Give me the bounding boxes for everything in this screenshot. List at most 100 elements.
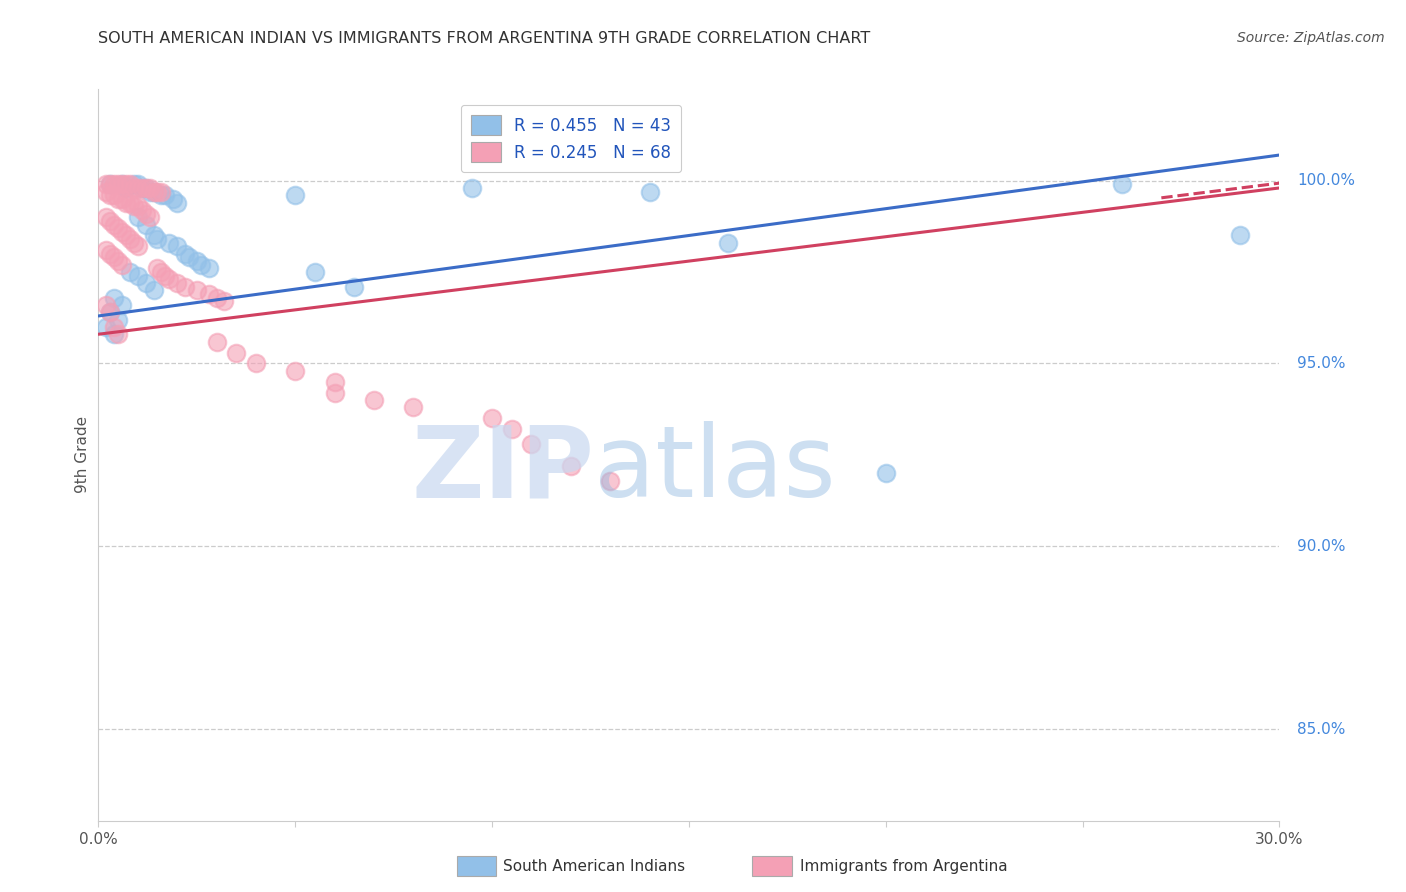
Point [135,276,157,290]
Point [1111,178,1133,192]
Point [304,265,326,279]
Text: Source: ZipAtlas.com: Source: ZipAtlas.com [1237,31,1385,45]
Point [127,239,149,253]
Point [146,261,169,276]
Point [127,199,149,213]
Point [284,188,307,202]
Point [103,218,125,232]
Point [96,211,118,225]
Text: atlas: atlas [595,421,837,518]
Point [150,265,173,279]
Point [135,181,157,195]
Point [343,279,366,293]
Point [98,188,121,202]
Point [177,251,200,265]
Point [107,221,129,235]
Point [150,188,173,202]
Text: Immigrants from Argentina: Immigrants from Argentina [800,859,1008,873]
Point [122,181,145,195]
Point [875,467,897,481]
Point [115,195,138,210]
Point [174,247,197,261]
Point [214,294,236,309]
Point [127,178,149,192]
Point [107,178,129,192]
Point [115,178,138,192]
Point [197,261,219,276]
Point [157,235,180,250]
Point [323,375,346,389]
Point [103,327,125,342]
Point [205,291,228,305]
Point [135,218,157,232]
Point [118,265,141,279]
Legend: R = 0.455   N = 43, R = 0.245   N = 68: R = 0.455 N = 43, R = 0.245 N = 68 [461,105,682,172]
Point [138,211,160,225]
Text: 85.0%: 85.0% [1298,722,1346,737]
Point [115,181,138,195]
Point [155,268,177,283]
Point [142,185,165,199]
Point [131,181,153,195]
Point [111,225,134,239]
Point [98,178,121,192]
Point [115,228,138,243]
Text: ZIP: ZIP [412,421,595,518]
Point [501,422,523,436]
Point [96,185,118,199]
Point [122,235,145,250]
Point [142,284,165,298]
Point [225,345,247,359]
Point [166,195,188,210]
Point [157,272,180,286]
Point [197,287,219,301]
Point [150,185,173,199]
Point [103,291,125,305]
Point [142,228,165,243]
Point [111,178,134,192]
Point [96,243,118,257]
Point [166,276,188,290]
Point [402,401,425,415]
Point [103,320,125,334]
Point [166,239,188,253]
Point [717,235,740,250]
Point [638,185,661,199]
Point [96,298,118,312]
Point [111,258,134,272]
Point [162,192,184,206]
Text: 95.0%: 95.0% [1298,356,1346,371]
Point [205,334,228,349]
Point [96,178,118,192]
Point [138,181,160,195]
Point [122,178,145,192]
Point [135,181,157,195]
Point [127,211,149,225]
Text: SOUTH AMERICAN INDIAN VS IMMIGRANTS FROM ARGENTINA 9TH GRADE CORRELATION CHART: SOUTH AMERICAN INDIAN VS IMMIGRANTS FROM… [98,31,870,46]
Point [481,411,503,425]
Point [560,458,582,473]
Point [103,188,125,202]
Point [363,393,385,408]
Point [122,199,145,213]
Point [98,305,121,319]
Point [107,327,129,342]
Point [186,284,208,298]
Point [245,357,267,371]
Point [107,254,129,268]
Point [520,437,543,451]
Point [146,185,169,199]
Point [461,181,484,195]
Point [111,298,134,312]
Point [1229,228,1251,243]
Point [138,185,160,199]
Point [118,232,141,246]
Point [107,192,129,206]
Point [127,268,149,283]
Text: 90.0%: 90.0% [1298,539,1346,554]
Point [135,206,157,220]
Point [111,192,134,206]
Point [103,178,125,192]
Point [323,385,346,400]
Point [127,181,149,195]
